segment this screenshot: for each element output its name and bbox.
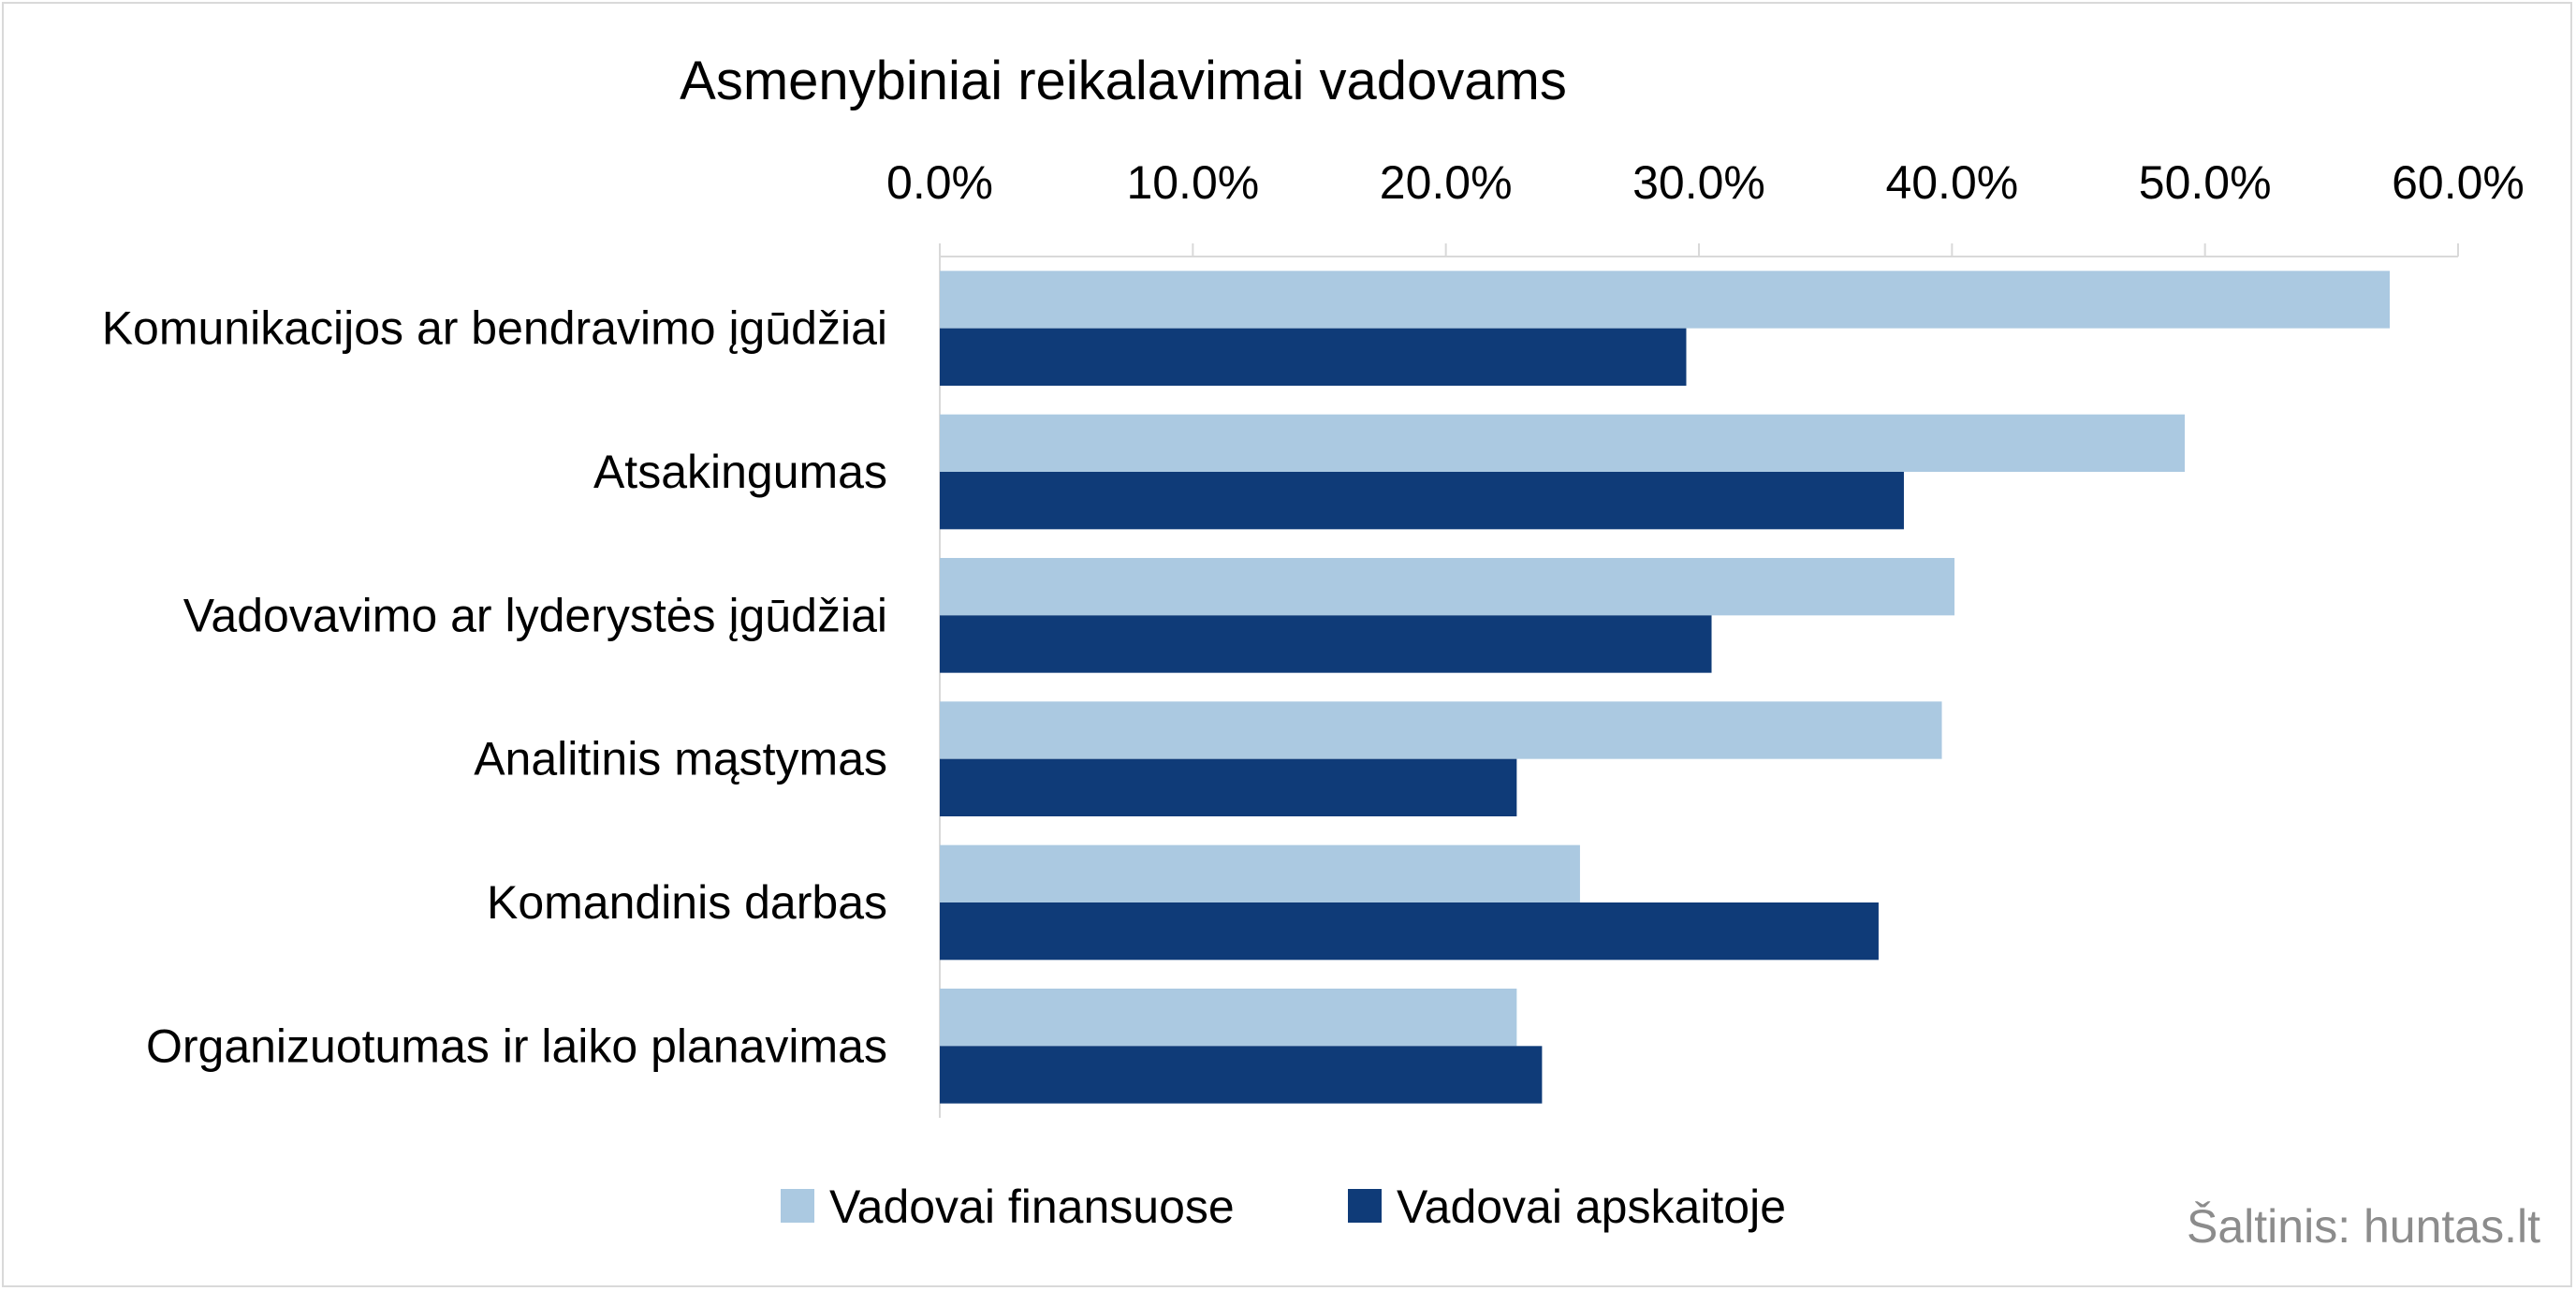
- bar-accounting: [940, 328, 1687, 386]
- bar-accounting: [940, 902, 1879, 961]
- x-tick-label: 20.0%: [1380, 156, 1513, 209]
- legend-label-accounting: Vadovai apskaitoje: [1397, 1181, 1786, 1233]
- source-note: Šaltinis: huntas.lt: [2187, 1200, 2540, 1253]
- bar-finance: [940, 701, 1942, 759]
- x-tick-label: 0.0%: [886, 156, 993, 209]
- bar-finance: [940, 844, 1580, 902]
- x-tick-label: 10.0%: [1126, 156, 1259, 209]
- bar-accounting: [940, 615, 1712, 673]
- category-label: Analitinis mąstymas: [474, 733, 887, 785]
- category-label: Organizuotumas ir laiko planavimas: [146, 1020, 887, 1072]
- bar-accounting: [940, 1046, 1543, 1104]
- category-label: Komandinis darbas: [487, 876, 887, 929]
- category-label: Komunikacijos ar bendravimo įgūdžiai: [102, 302, 887, 355]
- bar-accounting: [940, 758, 1517, 816]
- category-label: Vadovavimo ar lyderystės įgūdžiai: [183, 589, 887, 641]
- x-tick-label: 30.0%: [1632, 156, 1765, 209]
- bar-chart: Asmenybiniai reikalavimai vadovams 0.0% 1…: [102, 51, 2540, 1253]
- category-label: Atsakingumas: [593, 446, 887, 498]
- bar-finance: [940, 989, 1517, 1047]
- x-tick-label: 60.0%: [2392, 156, 2525, 209]
- bar-finance: [940, 414, 2186, 472]
- legend-swatch-accounting: [1348, 1189, 1382, 1223]
- bar-accounting: [940, 472, 1904, 530]
- bar-finance: [940, 558, 1955, 616]
- legend-label-finance: Vadovai finansuose: [829, 1181, 1235, 1233]
- x-tick-label: 50.0%: [2139, 156, 2272, 209]
- bar-finance: [940, 271, 2391, 329]
- x-tick-label: 40.0%: [1885, 156, 2018, 209]
- legend-swatch-finance: [781, 1189, 814, 1223]
- chart-title: Asmenybiniai reikalavimai vadovams: [680, 51, 1567, 111]
